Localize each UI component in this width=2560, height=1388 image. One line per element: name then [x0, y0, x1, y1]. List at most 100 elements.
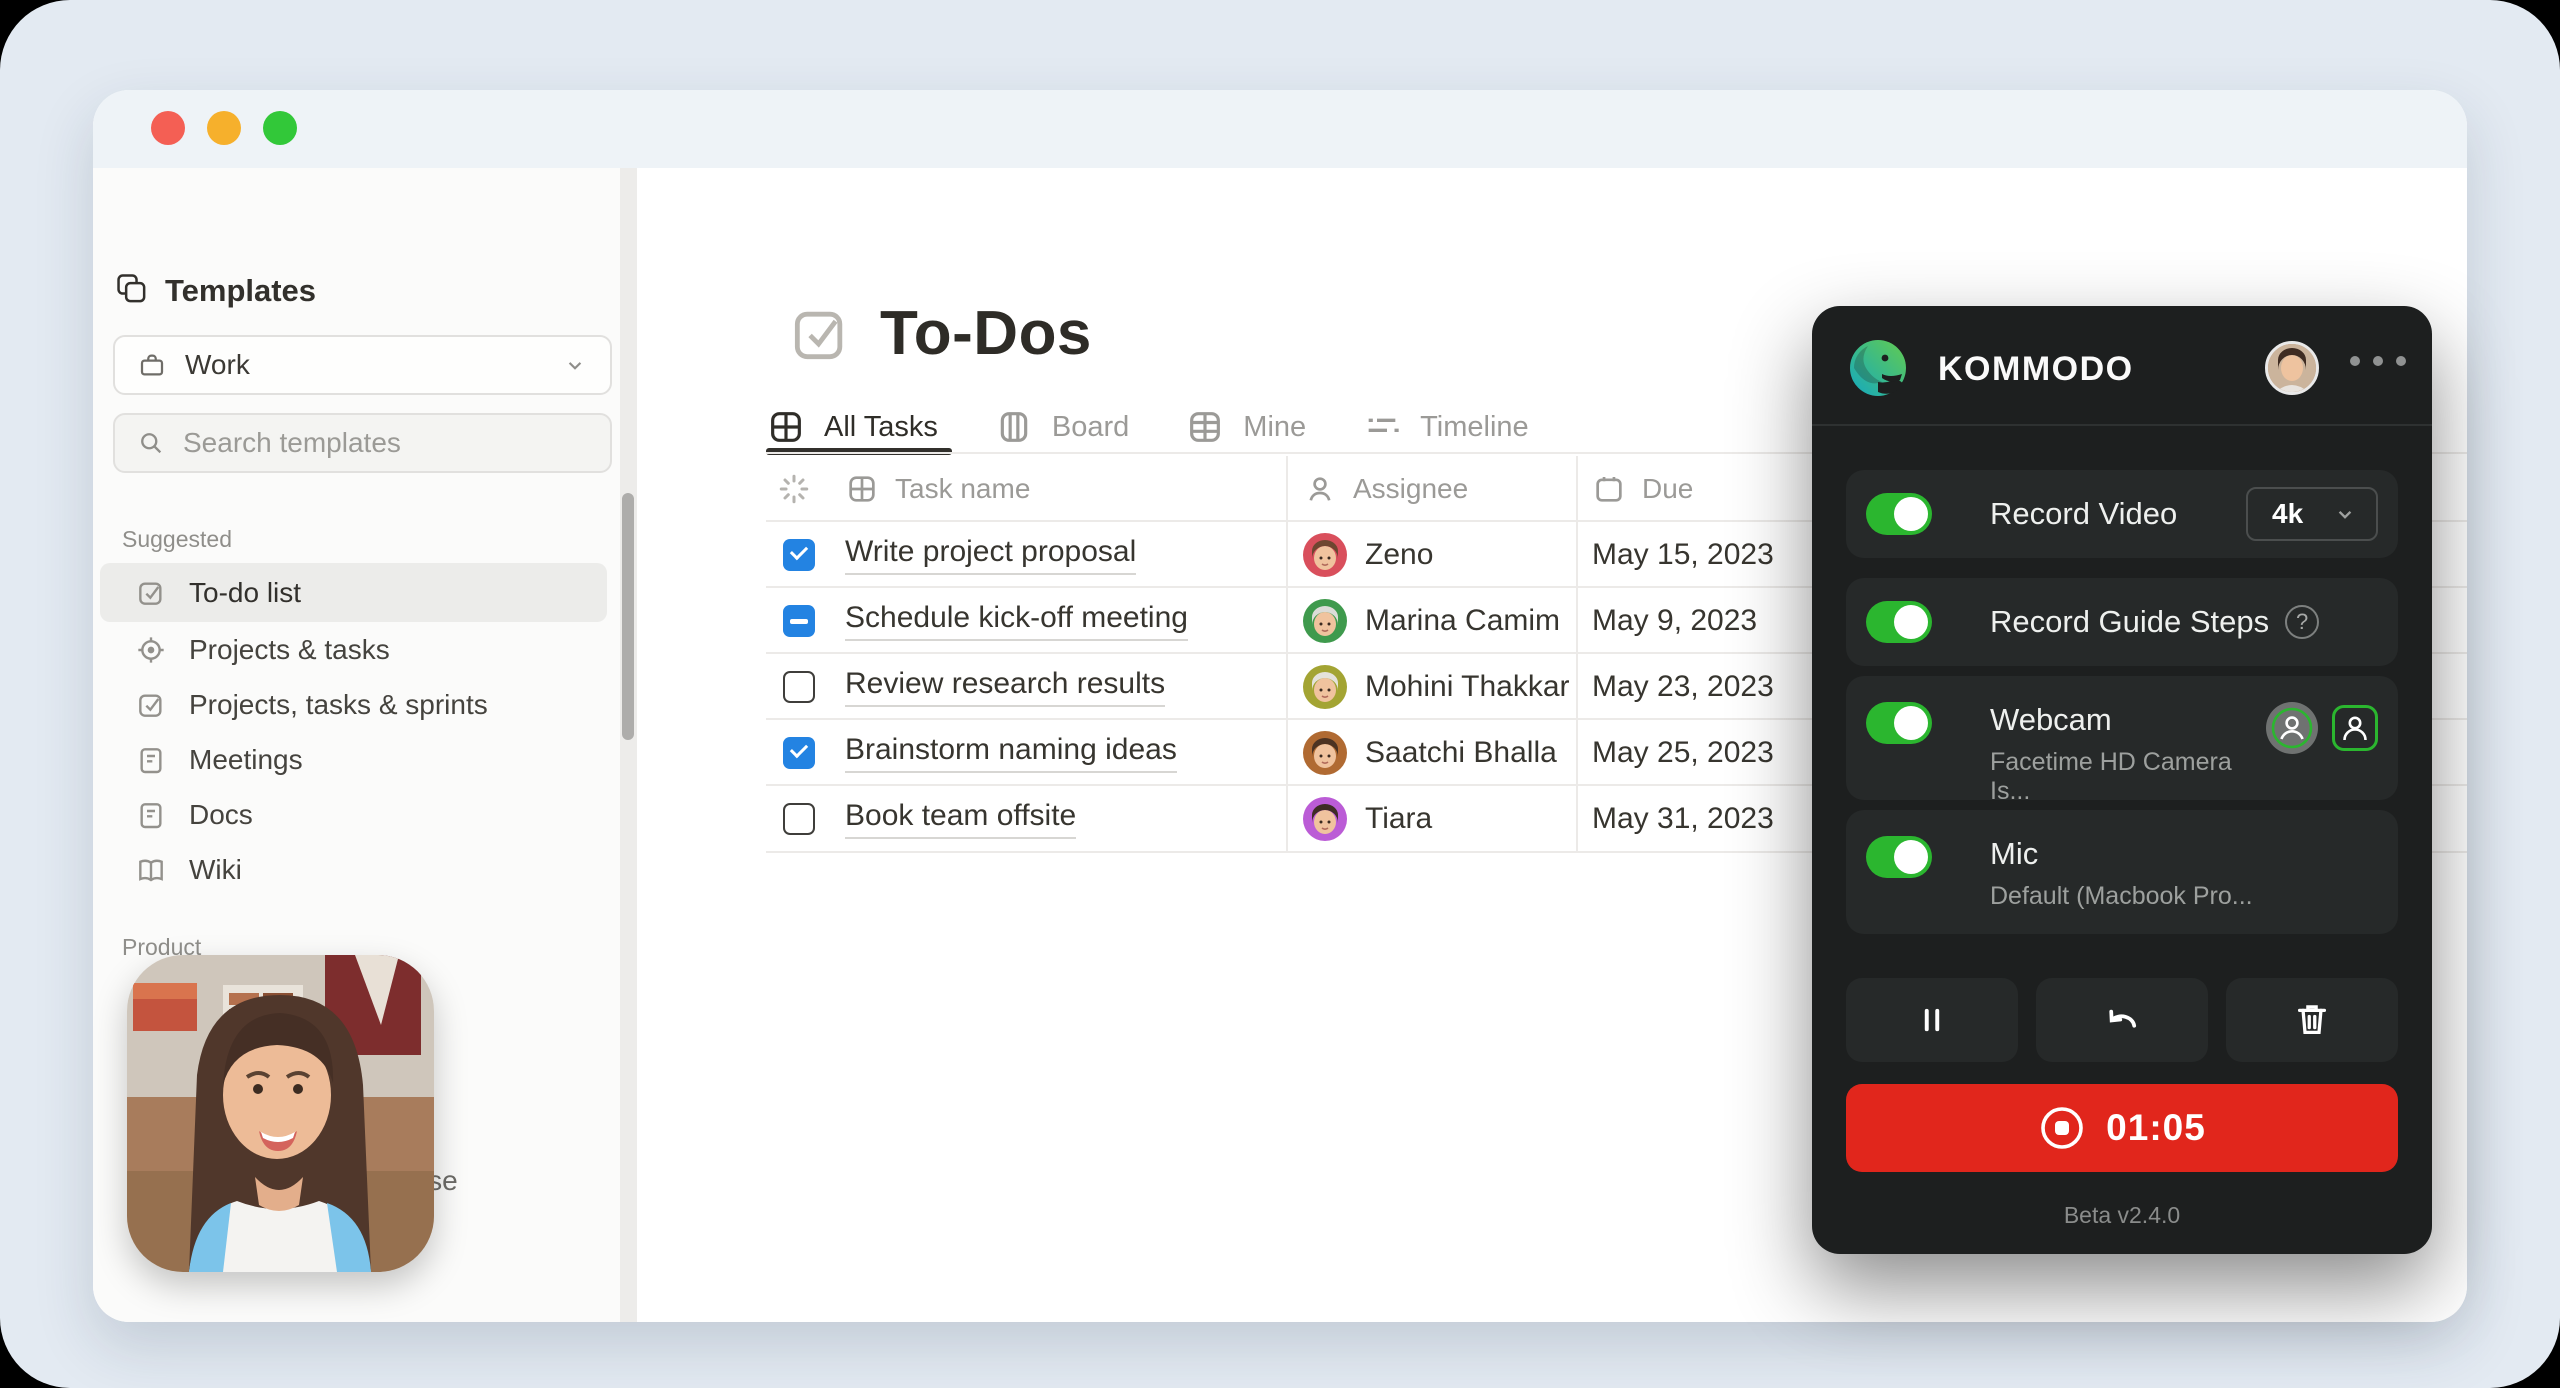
webcam-video-frame: [127, 955, 434, 1272]
setting-subtitle: Default (Macbook Pro...: [1990, 882, 2253, 910]
delete-button[interactable]: [2226, 978, 2398, 1062]
avatar: [1303, 731, 1347, 775]
task-checkbox[interactable]: [783, 654, 815, 720]
workspace-selector[interactable]: Work: [113, 335, 612, 395]
record-video-toggle[interactable]: [1866, 493, 1932, 535]
board-columns-icon: [994, 407, 1034, 447]
help-icon[interactable]: ?: [2285, 605, 2320, 639]
table-border: [766, 520, 2467, 522]
sidebar-item-projects-tasks[interactable]: Projects & tasks: [100, 622, 607, 677]
task-checkbox[interactable]: [783, 786, 815, 852]
webcam-preview-bubble[interactable]: [127, 955, 434, 1272]
tab-board[interactable]: Board: [994, 407, 1129, 447]
task-link[interactable]: Write project proposal: [845, 522, 1137, 588]
sidebar-item-docs[interactable]: Docs: [100, 787, 607, 842]
sidebar-scrollbar-thumb[interactable]: [622, 493, 634, 740]
active-tab-underline: [766, 448, 952, 455]
assignee-cell: Saatchi Bhalla: [1303, 720, 1557, 786]
undo-button[interactable]: [2036, 978, 2208, 1062]
record-guide-steps-toggle[interactable]: [1866, 601, 1932, 643]
undo-icon: [2099, 997, 2145, 1043]
page-title: To-Dos: [880, 299, 1092, 368]
avatar: [1303, 599, 1347, 643]
zoom-window-button[interactable]: [263, 111, 297, 145]
sidebar-item-todo-list[interactable]: To-do list: [100, 563, 607, 622]
task-checkbox[interactable]: [783, 720, 815, 786]
window-titlebar: [93, 90, 2467, 168]
close-window-button[interactable]: [151, 111, 185, 145]
sidebar-item-label: Docs: [189, 798, 253, 830]
pause-icon: [1911, 999, 1953, 1041]
gecko-logo: [1848, 338, 1908, 398]
column-label: Due: [1642, 473, 1694, 504]
task-link[interactable]: Review research results: [845, 654, 1166, 720]
tab-timeline[interactable]: Timeline: [1362, 407, 1529, 447]
recorder-panel: KOMMODO Record Video 4k Record Guide Ste…: [1812, 306, 2432, 1254]
due-cell: May 15, 2023: [1592, 538, 1774, 571]
document-icon: [135, 744, 167, 776]
timeline-icon: [1362, 407, 1402, 447]
table-column-divider: [1576, 456, 1578, 853]
grid-icon: [845, 472, 879, 506]
webcam-toggle[interactable]: [1866, 702, 1932, 744]
task-checkbox[interactable]: [783, 522, 815, 588]
assignee-name: Marina Camim: [1365, 604, 1561, 637]
tab-label: Timeline: [1420, 410, 1529, 443]
ellipsis-menu-button[interactable]: [2350, 356, 2406, 366]
resolution-value: 4k: [2272, 498, 2304, 529]
sidebar-item-label: Projects & tasks: [189, 633, 390, 665]
target-icon: [135, 634, 167, 666]
checkbox-icon: [135, 577, 167, 609]
sidebar-item-wiki[interactable]: Wiki: [100, 842, 607, 897]
sidebar-item-projects-tasks-sprints[interactable]: Projects, tasks & sprints: [100, 677, 607, 732]
sidebar-item-label: Wiki: [189, 853, 242, 885]
tab-mine[interactable]: Mine: [1185, 407, 1306, 447]
tab-label: Board: [1051, 410, 1130, 443]
briefcase-icon: [137, 350, 167, 380]
user-avatar[interactable]: [2265, 341, 2319, 395]
grid-icon: [1185, 407, 1225, 447]
due-cell: May 25, 2023: [1592, 736, 1774, 769]
setting-label: Mic: [1990, 836, 2039, 871]
column-header-task-name[interactable]: Task name: [845, 456, 1030, 522]
task-link[interactable]: Schedule kick-off meeting: [845, 588, 1188, 654]
setting-record-guide-steps: Record Guide Steps ?: [1846, 578, 2398, 666]
search-icon: [137, 429, 165, 457]
resolution-select[interactable]: 4k: [2246, 487, 2378, 541]
column-header-due[interactable]: Due: [1592, 456, 1693, 522]
table-column-divider: [1286, 456, 1288, 853]
setting-webcam: Webcam Facetime HD Camera Is...: [1846, 676, 2398, 805]
table-border: [766, 652, 2467, 654]
assignee-cell: Zeno: [1303, 522, 1433, 588]
sidebar-scrollbar-track: [620, 168, 637, 1322]
task-checkbox[interactable]: [783, 588, 815, 654]
task-link[interactable]: Book team offsite: [845, 786, 1077, 852]
sidebar-item-label: To-do list: [189, 576, 302, 608]
sidebar-item-meetings[interactable]: Meetings: [100, 732, 607, 787]
setting-subtitle: Facetime HD Camera Is...: [1990, 748, 2232, 805]
chevron-down-icon: [562, 352, 588, 378]
stop-recording-button[interactable]: 01:05: [1846, 1084, 2398, 1172]
avatar: [1303, 533, 1347, 577]
mic-toggle[interactable]: [1866, 836, 1932, 878]
book-icon: [135, 854, 167, 886]
assignee-cell: Mohini Thakkar: [1303, 654, 1570, 720]
webcam-shape-circle-icon[interactable]: [2266, 702, 2318, 754]
assignee-cell: Tiara: [1303, 786, 1432, 852]
table-border: [766, 586, 2467, 588]
chevron-down-icon: [2332, 501, 2358, 527]
tab-all-tasks[interactable]: All Tasks: [766, 407, 938, 447]
recording-timer: 01:05: [2106, 1107, 2206, 1148]
pause-button[interactable]: [1846, 978, 2018, 1062]
task-link[interactable]: Brainstorm naming ideas: [845, 720, 1177, 786]
minimize-window-button[interactable]: [207, 111, 241, 145]
webcam-shape-square-icon[interactable]: [2332, 705, 2378, 751]
page-title-checkbox-icon: [786, 300, 854, 368]
due-cell: May 23, 2023: [1592, 670, 1774, 703]
person-icon: [1303, 472, 1337, 506]
template-search-input[interactable]: Search templates: [113, 413, 612, 473]
calendar-icon: [1592, 472, 1626, 506]
column-header-assignee[interactable]: Assignee: [1303, 456, 1468, 522]
tab-label: All Tasks: [824, 410, 938, 443]
